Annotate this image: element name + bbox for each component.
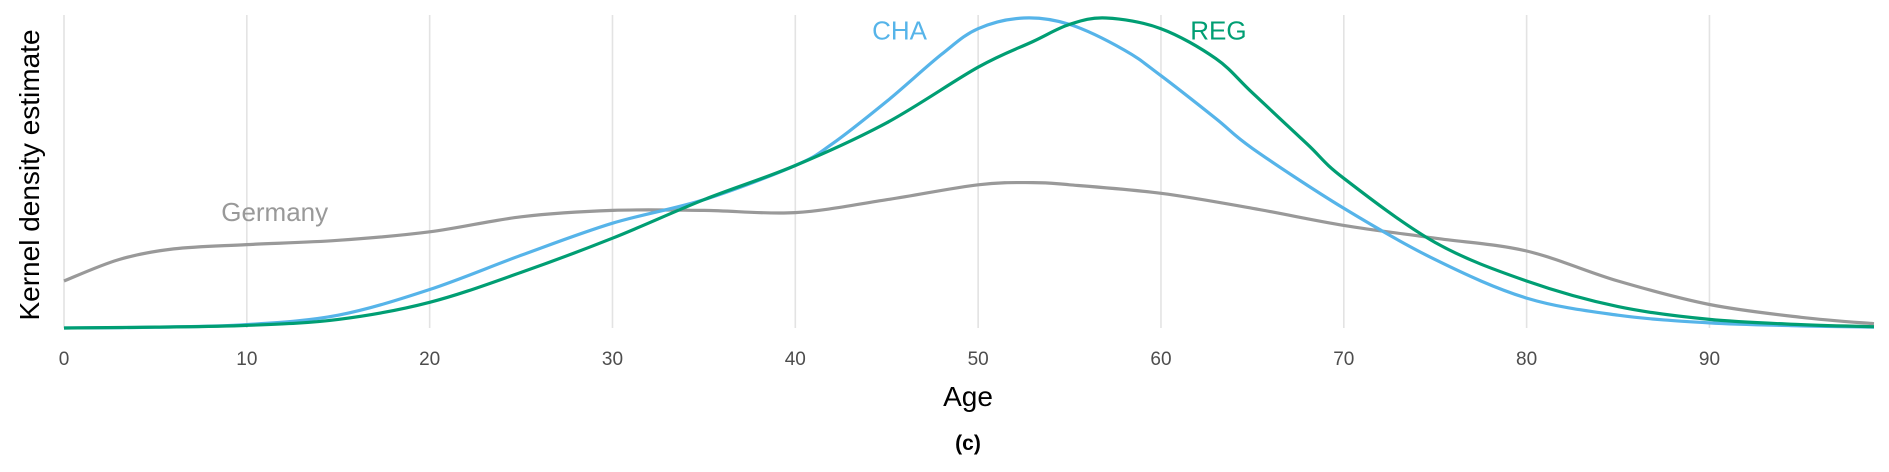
series-label-germany: Germany: [221, 197, 328, 227]
x-tick-label: 0: [59, 349, 70, 370]
x-tick-label: 60: [1150, 349, 1171, 370]
y-axis-title: Kernel density estimate: [14, 29, 45, 320]
x-axis-title: Age: [943, 381, 993, 412]
series-lines: [63, 16, 1875, 330]
x-tick-labels: 0 10 20 30 40 50 60 70 80 90: [59, 349, 1720, 370]
x-gridlines: [63, 15, 1711, 328]
x-tick-label: 10: [236, 349, 257, 370]
x-tick-label: 70: [1333, 349, 1354, 370]
figure-caption: (c): [955, 432, 981, 455]
x-tick-label: 30: [602, 349, 623, 370]
x-tick-label: 20: [419, 349, 440, 370]
series-labels: CHA REG Germany: [221, 15, 1246, 227]
x-tick-label: 50: [968, 349, 989, 370]
x-tick-label: 40: [785, 349, 806, 370]
x-tick-label: 90: [1699, 349, 1720, 370]
series-label-cha: CHA: [872, 15, 928, 45]
x-tick-label: 80: [1516, 349, 1537, 370]
series-line-germany: [63, 180, 1875, 326]
series-label-reg: REG: [1190, 15, 1246, 45]
series-line-cha: [63, 16, 1875, 330]
series-line-reg: [63, 16, 1875, 330]
